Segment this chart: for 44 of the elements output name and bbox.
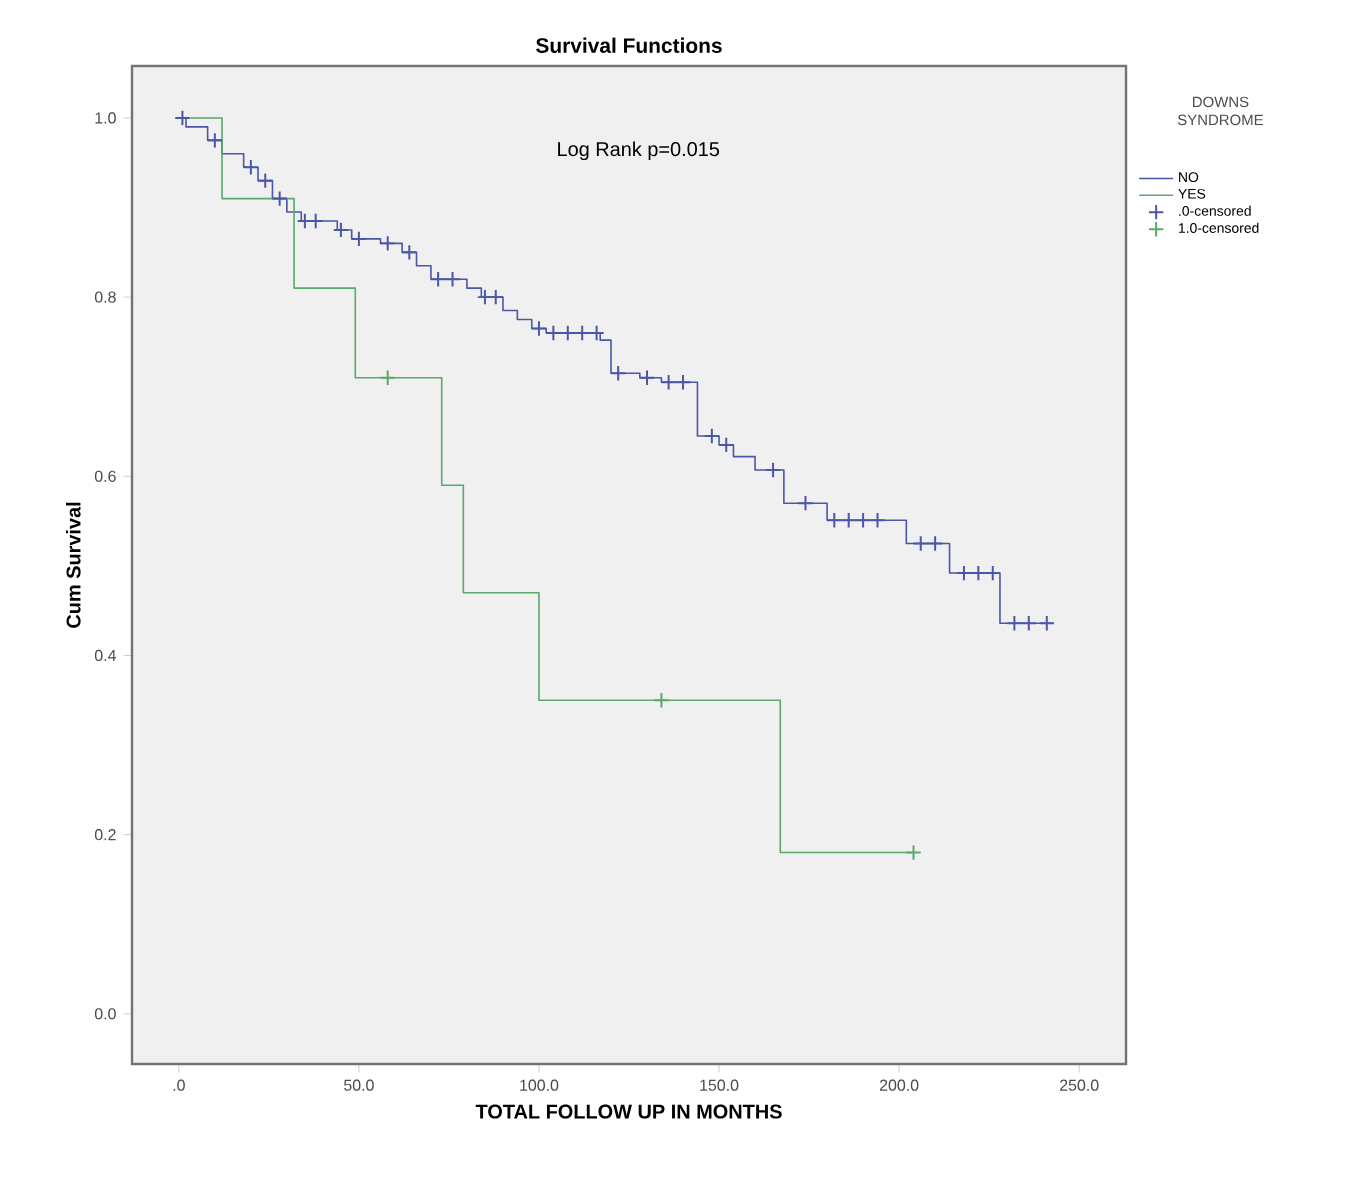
point (1006, 615, 1023, 632)
point (257, 172, 274, 189)
point (764, 461, 782, 479)
point (401, 244, 418, 261)
point (653, 692, 670, 709)
point (206, 132, 224, 149)
point (840, 512, 857, 529)
point (1038, 615, 1055, 632)
chart-title: Survival Functions (536, 37, 722, 53)
point (271, 190, 288, 207)
x-axis-title: TOTAL FOLLOW UP IN MONTHS (475, 1104, 782, 1119)
y-axis-title: Cum Survival (65, 502, 81, 628)
point (379, 235, 396, 252)
point (350, 230, 368, 248)
point (638, 369, 656, 386)
point (970, 564, 987, 582)
point (674, 374, 692, 391)
point (955, 564, 973, 582)
point (574, 324, 591, 342)
point (332, 221, 350, 239)
point (826, 512, 843, 529)
point (718, 436, 735, 454)
point (869, 512, 886, 529)
point (444, 271, 461, 288)
point (588, 324, 605, 342)
point (703, 427, 721, 445)
point (476, 288, 494, 306)
point (912, 535, 929, 552)
point (660, 374, 677, 391)
annotation: Log Rank p=0.015 (558, 141, 720, 161)
point (429, 271, 447, 288)
point (559, 324, 576, 342)
point (905, 844, 922, 861)
point (530, 320, 548, 337)
point (545, 324, 562, 342)
point (797, 495, 814, 512)
point (926, 535, 944, 552)
point (487, 288, 504, 306)
point (610, 365, 627, 382)
point (984, 564, 1001, 582)
point (242, 159, 260, 176)
point (379, 369, 396, 386)
point (1020, 615, 1037, 632)
point (854, 512, 872, 529)
